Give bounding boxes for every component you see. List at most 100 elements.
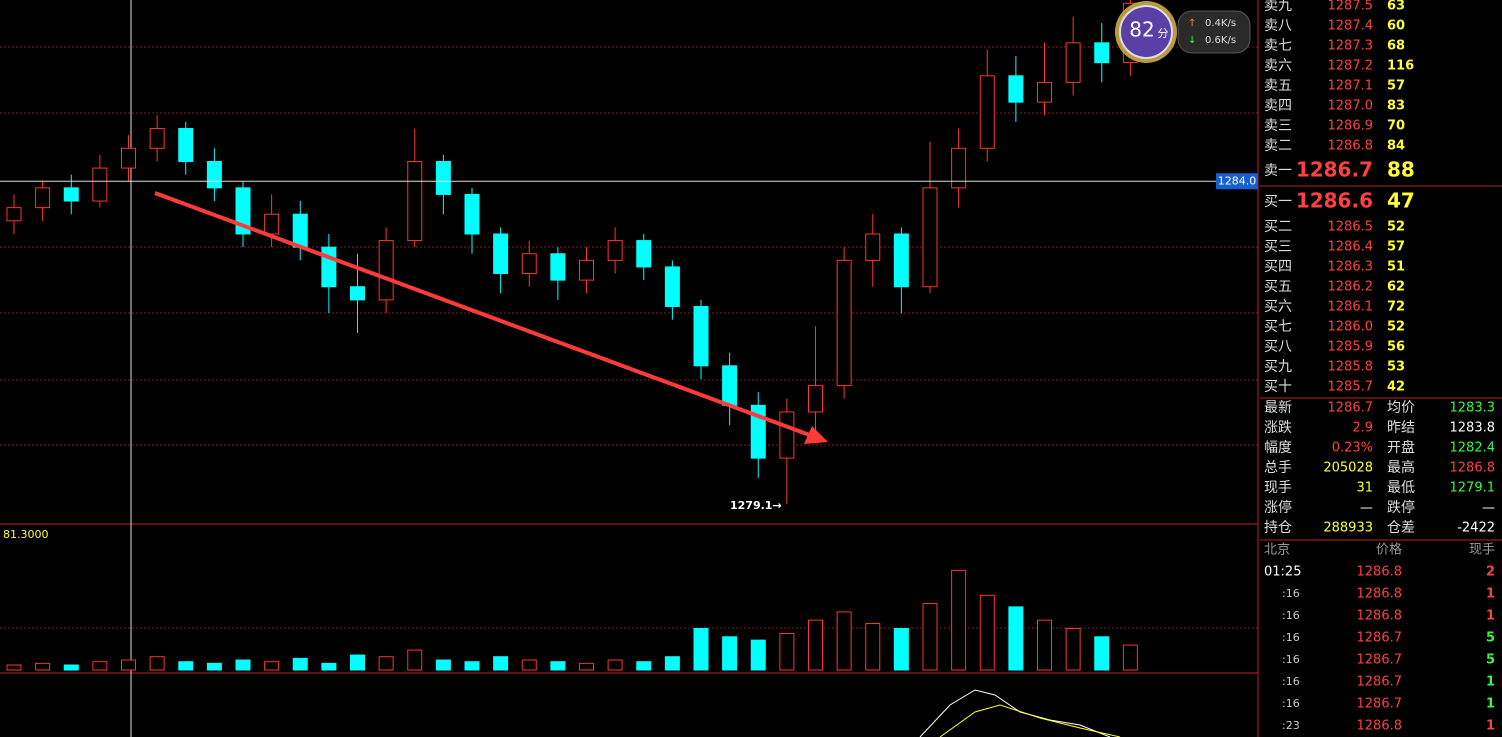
book-price: 1286.4 [1328, 240, 1374, 255]
book-label: 买一 [1264, 194, 1292, 210]
volume-bar [550, 661, 566, 671]
book-label: 卖六 [1264, 58, 1292, 74]
candle-body [808, 385, 823, 413]
badge-circle [1119, 5, 1173, 59]
volume-bar [206, 662, 222, 671]
volume-bar [378, 656, 394, 671]
crosshair-label-box [1216, 173, 1258, 190]
trade-price: 1286.7 [1357, 675, 1403, 690]
trade-price: 1286.8 [1357, 719, 1403, 734]
score: 82 [1129, 18, 1154, 42]
score-unit: 分 [1158, 27, 1169, 40]
book-price: 1287.3 [1328, 39, 1374, 54]
stat-value: 205028 [1323, 461, 1373, 476]
candle-body [6, 207, 22, 222]
stat-value: 2.9 [1352, 421, 1373, 436]
volume-bar [321, 662, 337, 671]
volume-bar [893, 627, 909, 671]
indicator-line [919, 689, 1111, 737]
volume-bar [121, 659, 136, 671]
trade-price: 1286.8 [1357, 587, 1403, 602]
book-label: 卖二 [1264, 138, 1292, 154]
candle-body [292, 213, 308, 248]
volume-bar [607, 659, 623, 671]
speed-box [1177, 10, 1251, 54]
candle-body [121, 147, 136, 169]
volume-bar [493, 656, 509, 671]
trade-price: 1286.7 [1357, 653, 1403, 668]
trade-price: 1286.7 [1357, 631, 1403, 646]
book-volume: 68 [1387, 39, 1405, 54]
volume-bar [149, 656, 165, 671]
book-label: 卖三 [1264, 118, 1292, 134]
stat-value: 1283.3 [1450, 401, 1496, 416]
stat-label: 仓差 [1387, 520, 1415, 536]
book-volume: 57 [1387, 79, 1405, 94]
stat-label: 现手 [1264, 480, 1292, 496]
book-price: 1286.0 [1328, 320, 1374, 335]
volume-bar [35, 662, 51, 671]
trade-qty: 1 [1486, 697, 1495, 712]
book-price: 1286.6 [1296, 189, 1373, 213]
stat-label: 持仓 [1264, 520, 1292, 536]
volume-bar [750, 639, 766, 671]
stat-label: 最低 [1387, 480, 1415, 496]
trade-qty: 5 [1486, 653, 1495, 668]
volume-bar [235, 659, 251, 671]
candle-body [1094, 42, 1110, 64]
stat-value: 0.23% [1332, 441, 1373, 456]
book-price: 1287.0 [1328, 99, 1374, 114]
stat-label: 最高 [1387, 459, 1415, 476]
stat-label: 均价 [1387, 400, 1415, 416]
trade-qty: 1 [1486, 675, 1495, 690]
chart: 81.3000 1284.0 1279.1→ [0, 0, 1258, 671]
volume-bar [1122, 644, 1138, 671]
candle-body [865, 233, 881, 261]
book-price: 1286.3 [1328, 260, 1374, 275]
book-volume: 63 [1387, 0, 1405, 14]
trade-time: :16 [1282, 609, 1300, 622]
volume-bar [836, 611, 852, 671]
stat-value: 1283.8 [1450, 421, 1496, 436]
down-icon: ↓ [1188, 35, 1196, 46]
stat-value: 1282.4 [1450, 441, 1496, 456]
volume-bar [693, 627, 709, 671]
book-volume: 47 [1387, 189, 1415, 213]
annotation-arrow [154, 191, 816, 439]
stat-value: 1286.7 [1328, 401, 1374, 416]
book-volume: 52 [1387, 320, 1405, 335]
volume-bar [264, 661, 280, 671]
candle-body [951, 147, 967, 189]
trade-qty: 5 [1486, 631, 1495, 646]
book-label: 买六 [1264, 299, 1292, 315]
trade-time: :16 [1282, 653, 1300, 666]
candle-body [693, 305, 709, 367]
candle-body [922, 187, 938, 288]
stat-label: 跌停 [1387, 499, 1415, 516]
trade-qty: 1 [1486, 609, 1495, 624]
candle-body [92, 167, 108, 202]
stat-label: 最新 [1264, 400, 1292, 416]
book-price: 1285.9 [1328, 340, 1374, 355]
book-price: 1287.2 [1328, 59, 1374, 74]
book-label: 卖一 [1264, 163, 1292, 179]
stat-value: — [1482, 501, 1495, 516]
book-price: 1287.5 [1328, 0, 1374, 14]
volume-bar [407, 649, 423, 671]
book-label: 卖四 [1264, 98, 1292, 114]
candle-body [435, 160, 451, 195]
book-price: 1286.5 [1328, 220, 1374, 235]
stat-value: -2422 [1457, 521, 1495, 536]
stat-value: — [1360, 501, 1373, 516]
candle-body [264, 213, 280, 235]
candle-body [321, 246, 337, 288]
stat-label: 幅度 [1264, 440, 1292, 456]
book-price: 1286.8 [1328, 139, 1374, 154]
candle-body [521, 253, 537, 275]
book-label: 买五 [1264, 279, 1292, 295]
book-price: 1285.8 [1328, 360, 1374, 375]
badge: 82 分 ↑ ↓ 0.4K/s 0.6K/s [1115, 1, 1251, 63]
stat-label: 昨结 [1387, 420, 1415, 436]
crosshair-label: 1284.0 [1218, 174, 1257, 187]
